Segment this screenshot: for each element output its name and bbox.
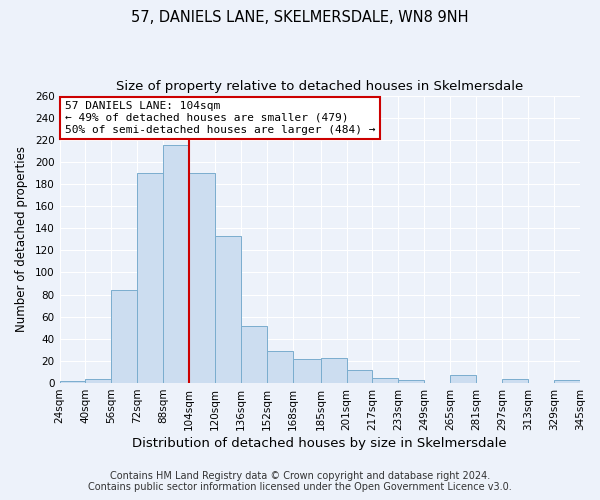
Bar — [293, 358, 320, 383]
Bar — [450, 376, 476, 383]
Bar — [85, 378, 112, 383]
Text: Contains HM Land Registry data © Crown copyright and database right 2024.
Contai: Contains HM Land Registry data © Crown c… — [88, 471, 512, 492]
X-axis label: Distribution of detached houses by size in Skelmersdale: Distribution of detached houses by size … — [133, 437, 507, 450]
Y-axis label: Number of detached properties: Number of detached properties — [15, 146, 28, 332]
Bar — [267, 351, 293, 383]
Bar — [373, 378, 398, 383]
Text: 57 DANIELS LANE: 104sqm
← 49% of detached houses are smaller (479)
50% of semi-d: 57 DANIELS LANE: 104sqm ← 49% of detache… — [65, 102, 375, 134]
Bar — [163, 146, 189, 383]
Bar — [59, 381, 85, 383]
Bar — [189, 173, 215, 383]
Bar — [241, 326, 267, 383]
Bar — [347, 370, 373, 383]
Bar — [502, 378, 528, 383]
Bar — [320, 358, 347, 383]
Title: Size of property relative to detached houses in Skelmersdale: Size of property relative to detached ho… — [116, 80, 523, 93]
Text: 57, DANIELS LANE, SKELMERSDALE, WN8 9NH: 57, DANIELS LANE, SKELMERSDALE, WN8 9NH — [131, 10, 469, 25]
Bar — [554, 380, 580, 383]
Bar — [137, 173, 163, 383]
Bar — [215, 236, 241, 383]
Bar — [398, 380, 424, 383]
Bar — [112, 290, 137, 383]
